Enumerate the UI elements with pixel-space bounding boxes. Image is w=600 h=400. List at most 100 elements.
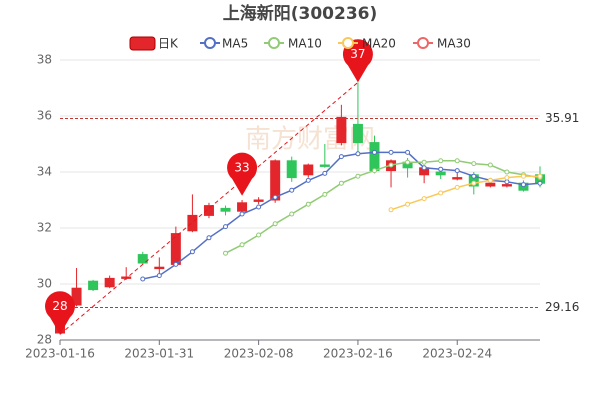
candle-body — [71, 287, 82, 306]
ma-point — [454, 184, 460, 190]
ma-point — [256, 204, 262, 210]
chart-title: 上海新阳(300236) — [223, 3, 378, 24]
y-tick-label: 34 — [37, 165, 52, 179]
legend-swatch — [342, 37, 354, 49]
ma-point — [454, 168, 460, 174]
ma-point — [520, 173, 526, 179]
x-tick-label: 2023-01-31 — [124, 347, 194, 361]
ma-point — [189, 249, 195, 255]
y-tick-label: 30 — [37, 277, 52, 291]
y-tick-label: 28 — [37, 333, 52, 347]
legend-label: MA20 — [362, 37, 396, 51]
x-tick-label: 2023-01-16 — [25, 347, 95, 361]
candle-body — [187, 214, 198, 232]
ma-line — [225, 160, 541, 254]
ma-point — [454, 158, 460, 164]
x-tick-label: 2023-02-08 — [224, 347, 294, 361]
y-tick-label: 38 — [37, 53, 52, 67]
ma-line — [142, 151, 541, 280]
ma-point — [371, 149, 377, 155]
ma-point — [355, 151, 361, 157]
candle-body — [303, 164, 314, 176]
ma-point — [520, 182, 526, 188]
ma-point — [223, 250, 229, 256]
candle-body — [435, 171, 446, 176]
legend-swatch — [417, 37, 429, 49]
ma-point — [388, 162, 394, 168]
ma-point — [206, 235, 212, 241]
candle-body — [170, 233, 181, 265]
ma-point — [471, 173, 477, 179]
ma-point — [388, 149, 394, 155]
mark-pin-label: 37 — [350, 47, 365, 61]
legend-label: MA5 — [222, 37, 248, 51]
mark-pin — [45, 291, 75, 335]
ma-point — [471, 161, 477, 167]
ma-point — [421, 196, 427, 202]
candle-body — [369, 142, 380, 172]
legend-swatch — [129, 36, 156, 51]
legend-label: MA30 — [437, 37, 471, 51]
candle-body — [203, 205, 214, 216]
ma-point — [537, 180, 543, 186]
candle-body — [286, 160, 297, 179]
mark-pin-label: 33 — [234, 160, 249, 174]
candle-body — [104, 277, 115, 288]
ma-point — [487, 162, 493, 168]
ma-point — [487, 177, 493, 183]
mark-line-label: 35.91 — [545, 111, 579, 125]
ma-point — [405, 201, 411, 207]
trend-line — [59, 82, 359, 335]
mark-pin — [227, 152, 258, 196]
candle-body — [501, 184, 512, 187]
y-tick-label: 36 — [37, 109, 52, 123]
ma-point — [338, 154, 344, 160]
candle-body — [270, 160, 281, 201]
ma-point — [537, 173, 543, 179]
ma-point — [355, 173, 361, 179]
candle-body — [485, 182, 496, 187]
ma-point — [438, 158, 444, 164]
ma-point — [239, 242, 245, 248]
ma-point — [256, 232, 262, 238]
ma-point — [504, 179, 510, 185]
ma-point — [504, 169, 510, 175]
ma-point — [140, 276, 146, 282]
candle-body — [319, 164, 330, 167]
ma-point — [388, 207, 394, 213]
ma-point — [223, 224, 229, 230]
ma-point — [289, 187, 295, 193]
ma-point — [322, 191, 328, 197]
ma-point — [289, 211, 295, 217]
legend-swatch — [204, 37, 216, 49]
ma-point — [438, 166, 444, 172]
legend-swatch — [268, 37, 280, 49]
ma-point — [156, 273, 162, 279]
ma-point — [421, 159, 427, 165]
ma-point — [239, 211, 245, 217]
y-tick-label: 32 — [37, 221, 52, 235]
legend-label: MA10 — [288, 37, 322, 51]
ma-point — [371, 168, 377, 174]
ma-line — [390, 175, 540, 211]
mark-pin — [342, 39, 373, 83]
mark-pin-label: 28 — [52, 299, 67, 313]
ma-point — [322, 170, 328, 176]
ma-point — [405, 149, 411, 155]
ma-point — [272, 221, 278, 227]
candle-body — [137, 254, 148, 264]
legend-label: 日K — [158, 37, 179, 51]
mark-line-label: 29.16 — [545, 300, 579, 314]
ma-point — [504, 175, 510, 181]
x-tick-label: 2023-02-16 — [323, 347, 393, 361]
candle-body — [154, 266, 165, 270]
ma-point — [438, 190, 444, 196]
ma-point — [272, 194, 278, 200]
ma-point — [338, 180, 344, 186]
candle-body — [336, 116, 347, 144]
x-tick-label: 2023-02-24 — [422, 347, 492, 361]
ma-point — [471, 180, 477, 186]
candle-body — [220, 207, 231, 212]
candle-body — [352, 123, 363, 144]
